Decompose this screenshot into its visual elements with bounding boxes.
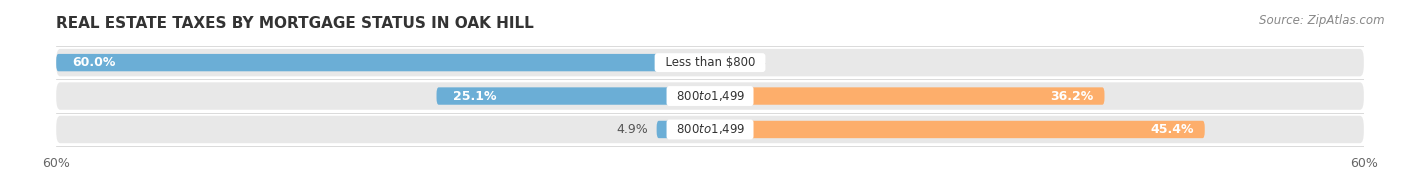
FancyBboxPatch shape	[436, 87, 710, 105]
FancyBboxPatch shape	[657, 121, 710, 138]
Text: $800 to $1,499: $800 to $1,499	[669, 89, 751, 103]
Text: 45.4%: 45.4%	[1150, 123, 1194, 136]
FancyBboxPatch shape	[710, 121, 1205, 138]
Text: Less than $800: Less than $800	[658, 56, 762, 69]
FancyBboxPatch shape	[710, 87, 1105, 105]
Text: 60.0%: 60.0%	[73, 56, 115, 69]
FancyBboxPatch shape	[56, 116, 1364, 143]
Text: 36.2%: 36.2%	[1050, 90, 1094, 103]
FancyBboxPatch shape	[56, 82, 1364, 110]
FancyBboxPatch shape	[56, 49, 1364, 76]
Text: $800 to $1,499: $800 to $1,499	[669, 122, 751, 136]
FancyBboxPatch shape	[710, 54, 718, 71]
Text: 4.9%: 4.9%	[616, 123, 648, 136]
FancyBboxPatch shape	[56, 54, 710, 71]
Text: REAL ESTATE TAXES BY MORTGAGE STATUS IN OAK HILL: REAL ESTATE TAXES BY MORTGAGE STATUS IN …	[56, 16, 534, 31]
Text: 0.72%: 0.72%	[727, 56, 766, 69]
Text: 25.1%: 25.1%	[453, 90, 496, 103]
Text: Source: ZipAtlas.com: Source: ZipAtlas.com	[1260, 14, 1385, 27]
